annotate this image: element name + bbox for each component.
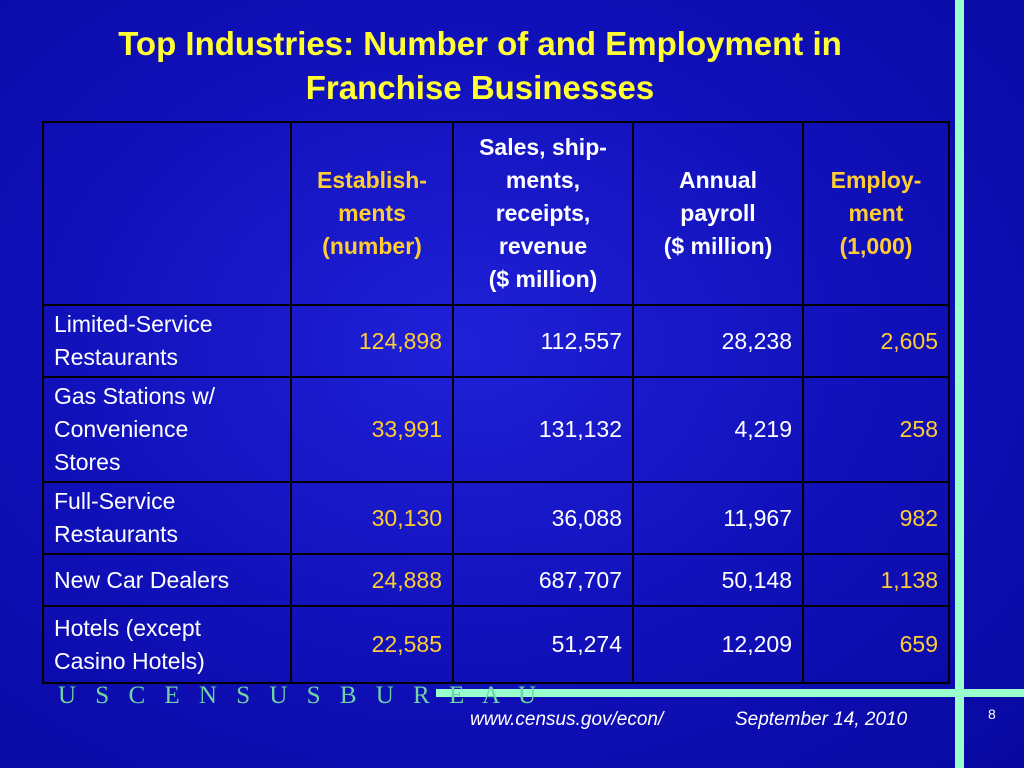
sales-cell: 36,088 <box>452 481 634 555</box>
establishments-cell: 24,888 <box>290 553 454 607</box>
header-employment: Employ- ment (1,000) <box>802 121 950 306</box>
table-row: Full-Service Restaurants 30,130 36,088 1… <box>42 481 950 555</box>
employment-cell: 1,138 <box>802 553 950 607</box>
horizontal-accent-bar <box>436 689 1024 697</box>
table-row: Limited-Service Restaurants 124,898 112,… <box>42 304 950 378</box>
table-row: Gas Stations w/ Convenience Stores 33,99… <box>42 376 950 483</box>
header-payroll: Annual payroll ($ million) <box>632 121 804 306</box>
sales-cell: 51,274 <box>452 605 634 684</box>
industry-cell: Hotels (except Casino Hotels) <box>42 605 292 684</box>
industry-cell: Limited-Service Restaurants <box>42 304 292 378</box>
payroll-cell: 11,967 <box>632 481 804 555</box>
industry-cell: Gas Stations w/ Convenience Stores <box>42 376 292 483</box>
employment-cell: 982 <box>802 481 950 555</box>
footer-url-link[interactable]: www.census.gov/econ/ <box>470 709 664 730</box>
header-establishments: Establish- ments (number) <box>290 121 454 306</box>
establishments-cell: 22,585 <box>290 605 454 684</box>
census-bureau-wordmark: U S C E N S U S B U R E A U <box>58 682 543 709</box>
industry-cell: New Car Dealers <box>42 553 292 607</box>
slide-title: Top Industries: Number of and Employment… <box>20 22 940 110</box>
establishments-cell: 33,991 <box>290 376 454 483</box>
employment-cell: 2,605 <box>802 304 950 378</box>
table-row: Hotels (except Casino Hotels) 22,585 51,… <box>42 605 950 684</box>
vertical-accent-bar <box>955 0 964 768</box>
franchise-industries-table: Establish- ments (number) Sales, ship- m… <box>42 121 950 684</box>
employment-cell: 659 <box>802 605 950 684</box>
establishments-cell: 30,130 <box>290 481 454 555</box>
payroll-cell: 4,219 <box>632 376 804 483</box>
establishments-cell: 124,898 <box>290 304 454 378</box>
payroll-cell: 12,209 <box>632 605 804 684</box>
slide-title-line-2: Franchise Businesses <box>305 69 655 106</box>
table-row: New Car Dealers 24,888 687,707 50,148 1,… <box>42 553 950 607</box>
header-industry <box>42 121 292 306</box>
industry-cell: Full-Service Restaurants <box>42 481 292 555</box>
payroll-cell: 50,148 <box>632 553 804 607</box>
employment-cell: 258 <box>802 376 950 483</box>
slide-title-line-1: Top Industries: Number of and Employment… <box>118 25 842 62</box>
sales-cell: 131,132 <box>452 376 634 483</box>
sales-cell: 687,707 <box>452 553 634 607</box>
footer-date: September 14, 2010 <box>735 709 908 730</box>
sales-cell: 112,557 <box>452 304 634 378</box>
header-sales: Sales, ship- ments, receipts, revenue ($… <box>452 121 634 306</box>
table-header-row: Establish- ments (number) Sales, ship- m… <box>42 121 950 306</box>
page-number: 8 <box>988 706 996 722</box>
payroll-cell: 28,238 <box>632 304 804 378</box>
